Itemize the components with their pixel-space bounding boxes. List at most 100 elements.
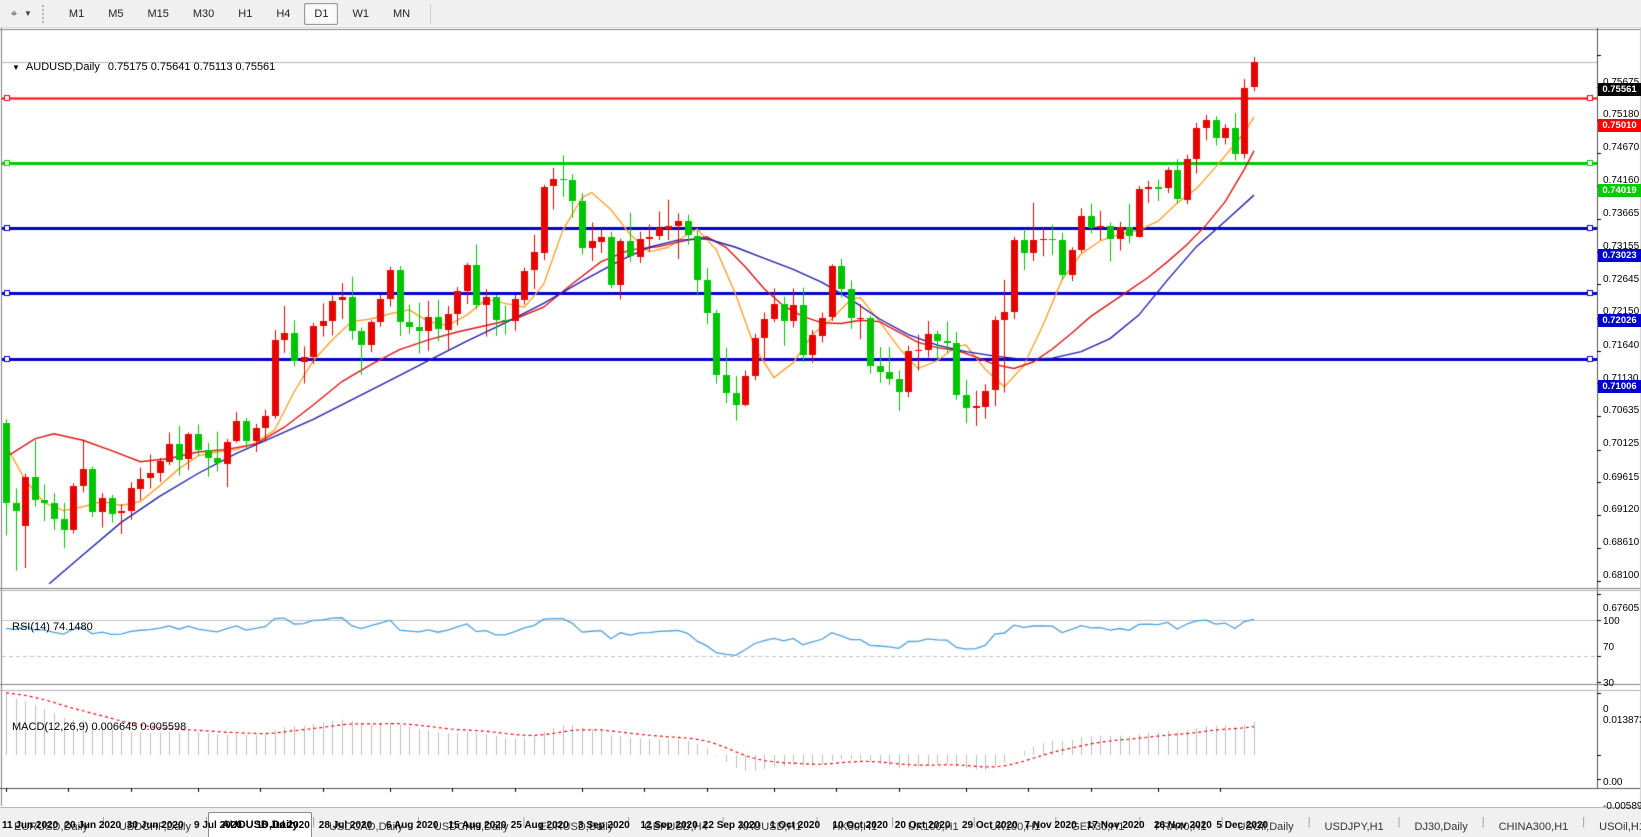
axis-label: 0: [1603, 704, 1609, 715]
tab-separator: |: [101, 815, 105, 828]
timeframe-button-m5[interactable]: M5: [108, 7, 124, 20]
chart-title: ▼ AUDUSD,Daily 0.75175 0.75641 0.75113 0.7…: [12, 61, 275, 73]
tab-separator: |: [891, 815, 894, 828]
symbol-tab-ger30-h1[interactable]: GER30,H1: [1071, 821, 1125, 833]
axis-label: 0.72645: [1603, 274, 1640, 286]
tab-separator: |: [312, 815, 316, 828]
axis-label: 1 Oct 2020: [770, 820, 821, 831]
symbol-tab-eurusd-daily[interactable]: EURUSD,Daily: [539, 821, 614, 833]
symbol-tab-usdchf-daily[interactable]: USDCHF,Daily: [118, 821, 191, 833]
tab-separator: |: [204, 815, 208, 828]
timeframe-button-m1[interactable]: M1: [68, 7, 85, 20]
axis-label: 17 Nov 2020: [1086, 820, 1145, 831]
price-badge: 0.75010: [1598, 119, 1641, 132]
axis-label: 20 Jun 2020: [64, 820, 122, 831]
axis-label: 70: [1603, 642, 1615, 654]
symbol-tab-china300-h1[interactable]: CHINA300,H1: [1498, 821, 1569, 833]
axis-label: 0.70125: [1603, 438, 1640, 450]
chevron-down-icon[interactable]: ▼: [24, 9, 32, 18]
axis-label: 0.73155: [1603, 240, 1640, 252]
timeframe-button-w1[interactable]: W1: [352, 7, 369, 20]
toolbar-grip-handle[interactable]: [41, 4, 49, 23]
axis-label: 28 Jul 2020: [318, 820, 373, 831]
tab-separator: |: [627, 815, 631, 828]
axis-label: -0.005891: [1603, 801, 1641, 812]
tab-separator: |: [1481, 815, 1485, 828]
axis-label: 0.72150: [1603, 306, 1640, 318]
symbol-tab-gbpusd-h4[interactable]: GBPUSD,H4: [644, 821, 708, 833]
symbol-tab-usoil-h1[interactable]: USOil,H1: [1599, 821, 1641, 833]
price-badge: 0.75561: [1598, 83, 1641, 97]
symbol-tab-audusd-daily[interactable]: AUDUSD,Daily: [207, 812, 313, 837]
toolbar-separator: [430, 3, 432, 24]
timeframe-button-d1[interactable]: D1: [304, 2, 339, 25]
symbol-dropdown-icon[interactable]: ▼: [12, 63, 20, 72]
axis-label: 12 Sep 2020: [640, 820, 698, 831]
tab-separator: |: [1397, 815, 1401, 828]
axis-label: 30 Jun 2020: [126, 820, 184, 831]
timeframe-toolbar: ⌖ ▼ M1 M5 M15 M30 H1 H4 D1 W1 MN: [0, 0, 1641, 28]
symbol-tab-usoil-daily[interactable]: USOil,Daily: [1237, 821, 1294, 833]
timeframe-button-m15[interactable]: M15: [147, 7, 169, 20]
price-badge: 0.71006: [1598, 380, 1641, 394]
axis-label: 0.73665: [1603, 207, 1640, 219]
axis-label: 7 Nov 2020: [1024, 820, 1077, 831]
axis-label: 9 Jul 2020: [194, 820, 242, 831]
axis-label: 0.69615: [1603, 471, 1640, 483]
macd-indicator-label: MACD(12,26,9) 0.006645 0.005598: [12, 721, 187, 733]
timeframe-button-h1[interactable]: H1: [238, 7, 253, 20]
axis-label: 0.68610: [1603, 537, 1640, 549]
axis-label: 6 Aug 2020: [386, 820, 439, 831]
symbol-tab-usdcad-daily[interactable]: USDCAD,Daily: [329, 821, 404, 833]
cursor-tool-icon[interactable]: ⌖: [10, 6, 18, 20]
axis-label: 15 Aug 2020: [448, 820, 507, 831]
tab-separator: |: [1307, 815, 1311, 828]
axis-label: 25 Aug 2020: [510, 820, 569, 831]
price-badge: 0.74019: [1598, 183, 1641, 197]
chart-window: ▼ AUDUSD,Daily 0.75175 0.75641 0.75113 0.7…: [0, 28, 1641, 831]
axis-label: 100: [1603, 616, 1620, 627]
axis-label: 20 Oct 2020: [894, 820, 951, 831]
symbol-tab-fra40-h1[interactable]: FRA40,H1: [1155, 821, 1207, 833]
symbol-tab-usdjpy-h1[interactable]: USDJPY,H1: [1324, 821, 1384, 833]
axis-label: 0.69120: [1603, 503, 1640, 515]
axis-label: 0.74160: [1603, 175, 1640, 187]
axis-label: 0.00: [1603, 777, 1623, 788]
axis-label: 5 Dec 2020: [1216, 820, 1269, 831]
axis-label: 0.67605: [1603, 602, 1640, 614]
timeframe-button-mn[interactable]: MN: [392, 7, 411, 20]
symbol-tab-xauusd-h1[interactable]: XAUUSD,H1: [738, 821, 802, 833]
axis-label: 0.75180: [1603, 108, 1640, 120]
chart-symbol-label: AUDUSD,Daily: [25, 61, 100, 73]
tab-separator: |: [522, 815, 526, 828]
axis-label: 0.013873: [1603, 715, 1641, 727]
chart-canvas[interactable]: [0, 28, 1641, 807]
symbol-tab-usdcnh-daily[interactable]: USDCNH,Daily: [433, 821, 509, 833]
tab-separator: |: [1220, 815, 1224, 828]
axis-label: 0.70635: [1603, 405, 1640, 417]
price-badge: 0.72026: [1598, 313, 1641, 327]
axis-label: 0.71640: [1603, 339, 1640, 351]
axis-label: 18 Jul 2020: [256, 820, 310, 831]
timeframe-button-m30[interactable]: M30: [192, 7, 215, 20]
axis-label: 29 Oct 2020: [962, 820, 1018, 831]
tab-separator: |: [1054, 815, 1058, 828]
axis-label: 0.74670: [1603, 142, 1640, 154]
price-badge: 0.73023: [1598, 248, 1641, 262]
symbol-tab-eurusd-daily[interactable]: EURUSD,Daily: [14, 821, 88, 833]
chart-tab-bar: EURUSD,Daily | USDCHF,Daily | AUDUSD,Daily | U…: [0, 807, 1641, 837]
symbol-tab-uk100-h1[interactable]: UK100,H1: [989, 821, 1041, 833]
symbol-tab-hk50-h1[interactable]: HK50,H1: [832, 821, 878, 833]
axis-label: 30: [1603, 677, 1615, 689]
tab-separator: |: [972, 815, 976, 828]
axis-label: 22 Sep 2020: [702, 820, 761, 831]
axis-label: 0.68100: [1603, 570, 1640, 582]
timeframe-buttons: M1 M5 M15 M30 H1 H4 D1 W1 MN: [57, 2, 422, 25]
timeframe-button-h4[interactable]: H4: [276, 7, 291, 20]
tab-separator: |: [417, 815, 420, 828]
tab-separator: |: [721, 815, 725, 828]
symbol-tab-dj30-daily[interactable]: DJ30,Daily: [1414, 821, 1468, 833]
symbol-tab-uk100-h1[interactable]: UK100,H1: [907, 821, 959, 833]
axis-label: 10 Oct 2020: [832, 820, 888, 831]
